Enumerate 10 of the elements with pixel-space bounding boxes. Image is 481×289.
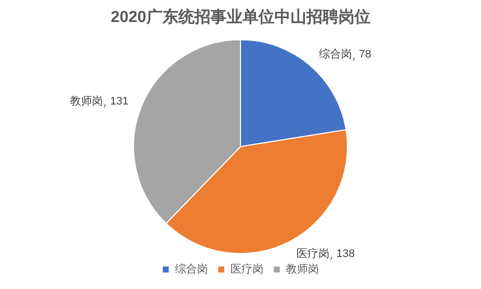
- slice-label: 教师岗: [70, 94, 104, 108]
- data-label: 138: [336, 248, 355, 260]
- legend-label: 医疗岗: [230, 262, 264, 276]
- slice-label: 综合岗: [318, 48, 352, 61]
- slice-label: 医疗岗: [296, 246, 330, 260]
- data-label: 78: [359, 48, 372, 61]
- data-label: 131: [110, 95, 128, 108]
- legend-label: 教师岗: [286, 262, 319, 276]
- legend-label: 综合岗: [174, 262, 208, 276]
- chart-title: 2020广东统招事业单位中山招聘岗位: [110, 8, 370, 26]
